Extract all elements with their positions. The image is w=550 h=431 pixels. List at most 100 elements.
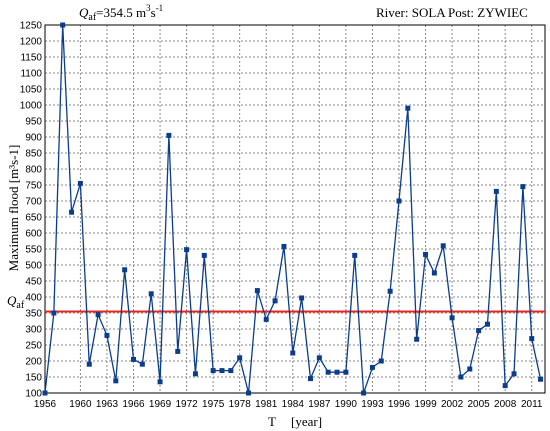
y-tick-labels: 100 150 200 250 300 350 400 450 500 550 600 650 700 7… bbox=[20, 21, 43, 400]
data-point bbox=[361, 390, 367, 396]
y-tick-label: 100 bbox=[25, 389, 42, 400]
x-tick-labels: 1956 1960 1963 1966 1969 1972 1975 1978 1981 1984… bbox=[34, 399, 543, 410]
y-tick-label: 650 bbox=[25, 213, 42, 224]
data-point bbox=[423, 251, 429, 257]
x-tick-label: 1972 bbox=[175, 399, 198, 410]
qaf-line-symbol: Q bbox=[7, 293, 17, 308]
data-point bbox=[192, 371, 198, 377]
x-tick-label: 1984 bbox=[282, 399, 305, 410]
data-point bbox=[272, 298, 278, 304]
data-point bbox=[307, 376, 313, 382]
qaf-line-subscript: af bbox=[16, 300, 24, 311]
y-tick-label: 250 bbox=[25, 341, 42, 352]
y-axis-label: Maximum flood [m³s-1] bbox=[6, 145, 21, 272]
y-tick-label: 1100 bbox=[20, 69, 42, 80]
data-point bbox=[60, 22, 66, 28]
y-tick-label: 950 bbox=[25, 117, 42, 128]
y-tick-label: 1200 bbox=[20, 37, 43, 48]
data-point bbox=[281, 243, 287, 249]
data-point bbox=[201, 252, 207, 258]
data-point bbox=[431, 270, 437, 276]
plot-frame bbox=[44, 24, 546, 394]
x-tick-label: 1999 bbox=[414, 399, 437, 410]
y-tick-label: 200 bbox=[25, 357, 42, 368]
x-tick-label: 2005 bbox=[468, 399, 491, 410]
data-point bbox=[529, 336, 535, 342]
qaf-exp2: -1 bbox=[156, 3, 164, 13]
x-axis-label-unit: [year] bbox=[291, 414, 322, 429]
data-point bbox=[184, 247, 190, 253]
y-tick-label: 500 bbox=[25, 261, 42, 272]
y-tick-label: 350 bbox=[25, 309, 42, 320]
data-point bbox=[440, 243, 446, 249]
data-point bbox=[325, 369, 331, 375]
x-tick-label: 1975 bbox=[202, 399, 225, 410]
data-point bbox=[148, 291, 154, 297]
data-point bbox=[228, 368, 234, 374]
x-tick-label: 1956 bbox=[34, 399, 57, 410]
y-tick-label: 400 bbox=[25, 293, 42, 304]
data-point bbox=[69, 209, 75, 215]
y-tick-label: 1250 bbox=[20, 21, 43, 32]
data-point bbox=[237, 355, 243, 361]
data-point bbox=[352, 252, 358, 258]
y-tick-label: 1150 bbox=[20, 53, 42, 64]
data-point bbox=[405, 105, 411, 111]
data-point bbox=[316, 355, 322, 361]
data-point bbox=[122, 267, 128, 273]
data-point bbox=[104, 332, 110, 338]
qaf-unit2: s bbox=[151, 5, 156, 20]
grid bbox=[45, 24, 545, 393]
data-point bbox=[396, 198, 402, 204]
data-point bbox=[263, 316, 269, 322]
x-tick-label: 1996 bbox=[388, 399, 411, 410]
y-tick-label: 150 bbox=[25, 373, 42, 384]
data-point bbox=[378, 358, 384, 364]
y-tick-label: 800 bbox=[25, 165, 42, 176]
y-tick-label: 1000 bbox=[20, 101, 43, 112]
data-point bbox=[113, 378, 119, 384]
data-point bbox=[334, 369, 340, 375]
x-tick-label: 2002 bbox=[441, 399, 464, 410]
x-tick-label: 1969 bbox=[149, 399, 172, 410]
y-tick-label: 750 bbox=[25, 181, 42, 192]
qaf-value: =354.5 m bbox=[96, 5, 146, 20]
data-point bbox=[538, 376, 544, 382]
data-point bbox=[369, 364, 375, 370]
x-tick-label: 1981 bbox=[255, 399, 278, 410]
data-point bbox=[387, 288, 393, 294]
y-tick-label: 900 bbox=[25, 133, 42, 144]
x-tick-label: 1966 bbox=[122, 399, 145, 410]
data-point bbox=[175, 348, 181, 354]
x-tick-label: 1960 bbox=[69, 399, 92, 410]
x-tick-label: 2008 bbox=[494, 399, 517, 410]
post-label: Post: ZYWIEC bbox=[448, 5, 528, 20]
y-tick-label: 700 bbox=[25, 197, 42, 208]
data-point bbox=[467, 366, 473, 372]
qaf-symbol: Q bbox=[79, 5, 89, 20]
data-point bbox=[166, 132, 172, 138]
y-tick-label: 600 bbox=[25, 229, 42, 240]
data-point bbox=[210, 368, 216, 374]
data-point bbox=[254, 288, 260, 294]
y-tick-label: 550 bbox=[25, 245, 42, 256]
data-point bbox=[157, 379, 163, 385]
qaf-subscript: af bbox=[88, 12, 96, 23]
data-point bbox=[77, 180, 83, 186]
x-tick-label: 1987 bbox=[308, 399, 331, 410]
x-tick-label: 1978 bbox=[229, 399, 252, 410]
data-point bbox=[95, 312, 101, 318]
data-point bbox=[520, 184, 526, 190]
data-point bbox=[476, 328, 482, 334]
data-point bbox=[42, 390, 48, 396]
data-point bbox=[219, 368, 225, 374]
data-point bbox=[458, 374, 464, 380]
y-tick-label: 300 bbox=[25, 325, 42, 336]
data-point bbox=[51, 310, 57, 316]
data-point bbox=[484, 321, 490, 327]
y-tick-label: 850 bbox=[25, 149, 42, 160]
x-tick-label: 1993 bbox=[361, 399, 384, 410]
y-tick-label: 450 bbox=[25, 277, 42, 288]
data-point bbox=[130, 356, 136, 362]
